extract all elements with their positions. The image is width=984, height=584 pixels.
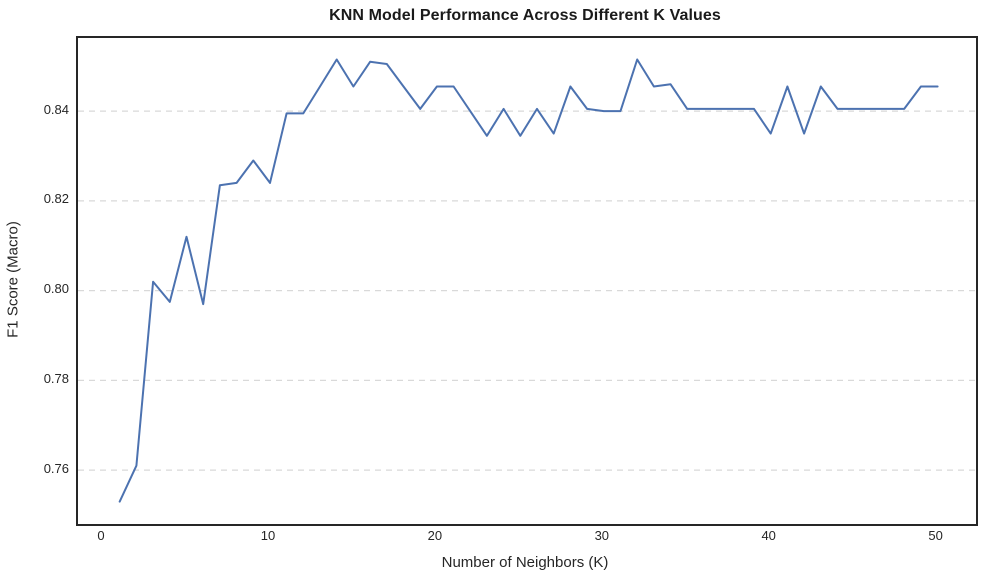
- line-chart-svg: [78, 58, 976, 503]
- y-tick-label: 0.82: [43, 191, 69, 207]
- x-axis-label: Number of Neighbors (K): [441, 554, 609, 571]
- x-tick-label: 20: [427, 528, 443, 543]
- f1-score-line: [118, 58, 939, 503]
- y-tick-label: 0.76: [43, 460, 69, 476]
- chart-title: KNN Model Performance Across Different K…: [329, 7, 721, 24]
- x-tick-label: 50: [928, 528, 943, 543]
- x-tick-label: 0: [97, 528, 105, 543]
- x-tick-label: 30: [594, 528, 610, 543]
- x-tick-label: 40: [761, 528, 776, 543]
- y-tick-label: 0.84: [43, 101, 69, 117]
- y-tick-label: 0.80: [43, 281, 69, 297]
- x-tick-label: 10: [260, 528, 276, 543]
- plot-area: [76, 36, 978, 526]
- y-tick-label: 0.78: [43, 370, 69, 386]
